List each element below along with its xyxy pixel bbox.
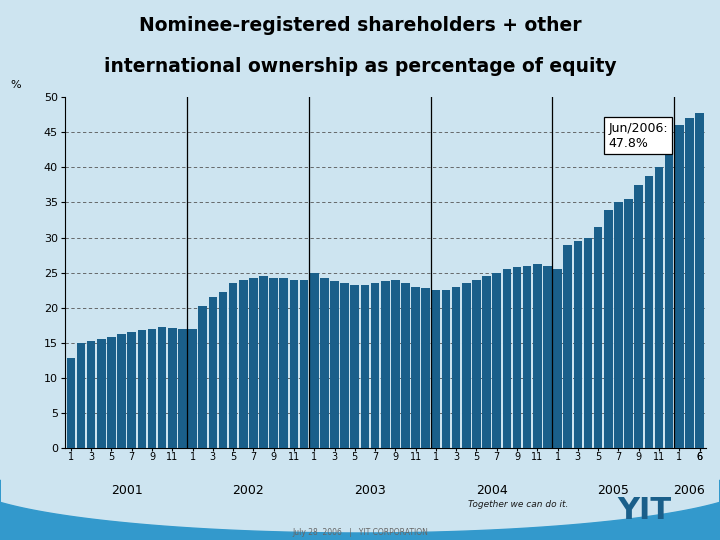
Bar (543, 266, 552, 448)
Bar (117, 334, 126, 448)
Bar (361, 285, 369, 448)
Bar (421, 288, 430, 448)
Bar (351, 285, 359, 448)
Bar (310, 273, 318, 448)
Text: YIT: YIT (617, 496, 672, 525)
Bar (584, 238, 593, 448)
Text: Jun/2006:
47.8%: Jun/2006: 47.8% (608, 122, 668, 150)
Text: 2004: 2004 (476, 484, 508, 497)
Bar (87, 341, 96, 448)
Bar (168, 328, 176, 448)
Bar (431, 290, 440, 448)
Bar (553, 269, 562, 448)
Bar (219, 292, 228, 448)
Bar (300, 280, 308, 448)
Text: 2002: 2002 (233, 484, 264, 497)
Bar (492, 273, 501, 448)
Bar (594, 227, 603, 448)
Text: 2003: 2003 (354, 484, 386, 497)
Bar (401, 283, 410, 448)
Bar (138, 330, 146, 448)
Bar (127, 332, 136, 448)
Bar (685, 118, 693, 448)
Bar (330, 281, 339, 448)
Bar (371, 283, 379, 448)
Bar (199, 306, 207, 448)
Bar (391, 280, 400, 448)
Bar (188, 329, 197, 448)
Bar (533, 264, 541, 448)
Bar (320, 278, 328, 448)
Text: 2001: 2001 (111, 484, 143, 497)
Text: Together we can do it.: Together we can do it. (468, 501, 569, 509)
Bar (341, 283, 349, 448)
Text: %: % (10, 80, 21, 90)
Bar (269, 278, 278, 448)
Bar (614, 202, 623, 448)
Bar (574, 241, 582, 448)
Bar (107, 338, 116, 448)
Bar (563, 245, 572, 448)
Bar (66, 359, 75, 448)
Bar (289, 280, 298, 448)
Bar (442, 290, 450, 448)
Bar (279, 278, 288, 448)
Text: international ownership as percentage of equity: international ownership as percentage of… (104, 57, 616, 76)
Bar (665, 153, 673, 448)
Bar (411, 287, 420, 448)
Bar (513, 267, 521, 448)
Bar (503, 269, 511, 448)
Text: July 28  2006   |   YIT CORPORATION: July 28 2006 | YIT CORPORATION (292, 528, 428, 537)
Text: Nominee-registered shareholders + other: Nominee-registered shareholders + other (139, 16, 581, 35)
Bar (654, 167, 663, 448)
Bar (249, 278, 258, 448)
Bar (239, 280, 248, 448)
Bar (604, 210, 613, 448)
Bar (523, 266, 531, 448)
Bar (209, 297, 217, 448)
Text: 2005: 2005 (598, 484, 629, 497)
Bar (452, 287, 461, 448)
Bar (482, 276, 491, 448)
Bar (675, 125, 683, 448)
Bar (259, 276, 268, 448)
Bar (696, 113, 704, 448)
Bar (158, 327, 166, 448)
Bar (148, 329, 156, 448)
Bar (472, 280, 481, 448)
Text: 2006: 2006 (673, 484, 706, 497)
Bar (97, 339, 106, 448)
Bar (644, 176, 653, 448)
Bar (462, 283, 471, 448)
Bar (229, 283, 238, 448)
Bar (634, 185, 643, 448)
Bar (624, 199, 633, 448)
Bar (381, 281, 390, 448)
Bar (77, 343, 86, 448)
Bar (178, 329, 186, 448)
